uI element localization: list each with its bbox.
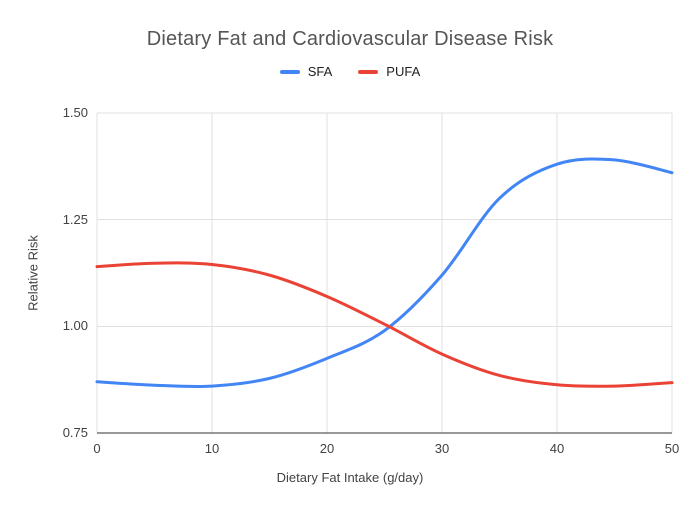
legend-item-sfa[interactable]: SFA [279, 64, 333, 79]
legend-label: SFA [307, 64, 333, 79]
legend-label: PUFA [386, 64, 421, 79]
series-line-sfa [95, 157, 674, 389]
x-tick-label: 0 [93, 441, 101, 456]
x-tick-label: 10 [204, 441, 220, 456]
legend: SFA PUFA [0, 64, 700, 79]
legend-swatch-pufa [358, 69, 379, 74]
plot-area [95, 112, 674, 434]
x-tick-label: 40 [549, 441, 565, 456]
chart-title: Dietary Fat and Cardiovascular Disease R… [146, 28, 554, 50]
y-tick-label: 0.75 [62, 425, 88, 440]
y-tick-label: 1.25 [62, 211, 88, 227]
y-tick-label: 1.50 [62, 105, 88, 120]
x-tick-label: 30 [434, 441, 450, 456]
series-line-pufa [95, 261, 674, 388]
y-tick-label: 1.00 [62, 318, 88, 334]
y-axis-label: Relative Risk [25, 235, 41, 311]
x-tick-label: 20 [319, 441, 335, 456]
legend-item-pufa[interactable]: PUFA [358, 64, 420, 79]
x-tick-label: 50 [664, 441, 680, 456]
x-axis-label: Dietary Fat Intake (g/day) [276, 470, 424, 485]
legend-swatch-sfa [279, 69, 300, 74]
